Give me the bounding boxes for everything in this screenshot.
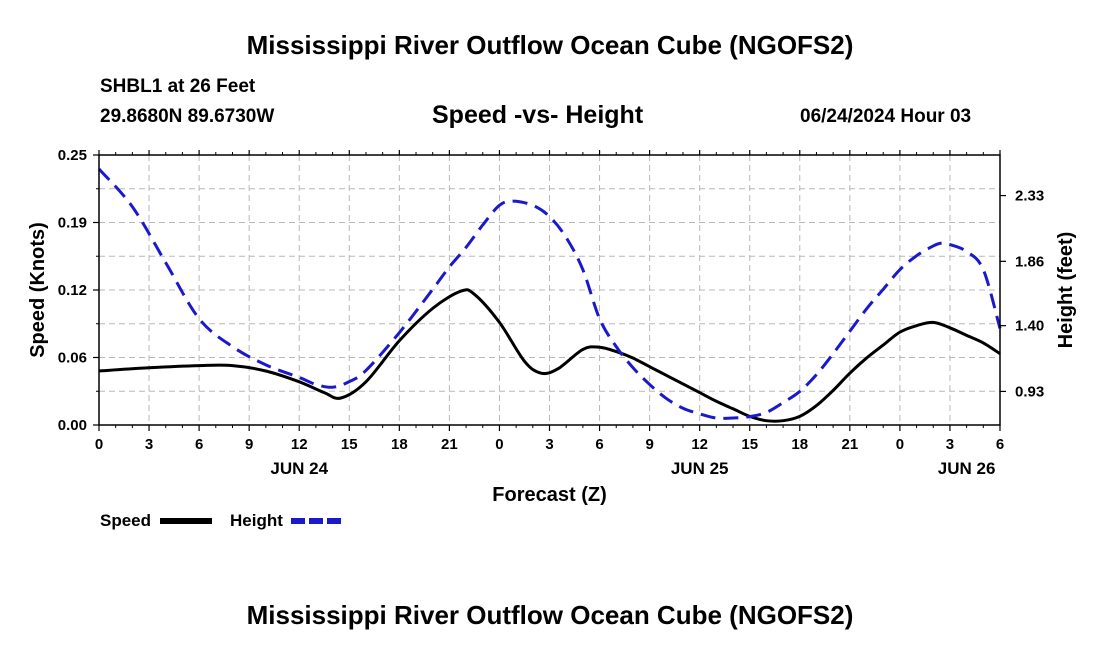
y-axis-title: Speed (Knots) bbox=[27, 222, 49, 358]
y-right-tick-label: 1.86 bbox=[1015, 253, 1044, 270]
x-tick-label: 6 bbox=[595, 436, 603, 453]
x-tick-label: 0 bbox=[896, 436, 904, 453]
x-tick-label: 12 bbox=[291, 436, 308, 453]
date-label: JUN 26 bbox=[938, 459, 996, 478]
x-tick-label: 0 bbox=[495, 436, 503, 453]
x-tick-label: 12 bbox=[691, 436, 708, 453]
y-right-axis-title: Height (feet) bbox=[1055, 232, 1077, 349]
x-tick-label: 3 bbox=[946, 436, 954, 453]
date-label: JUN 25 bbox=[671, 459, 729, 478]
series-lines bbox=[97, 167, 1002, 423]
height-series-line bbox=[97, 167, 1002, 420]
x-tick-label: 21 bbox=[841, 436, 858, 453]
y-right-tick-label: 2.33 bbox=[1015, 188, 1044, 205]
x-tick-label: 18 bbox=[791, 436, 808, 453]
x-tick-label: 6 bbox=[996, 436, 1004, 453]
x-tick-label: 9 bbox=[645, 436, 653, 453]
x-tick-label: 0 bbox=[95, 436, 103, 453]
speed-series-line bbox=[98, 288, 1001, 423]
y-tick-label: 0.25 bbox=[58, 147, 87, 164]
chart-title: Mississippi River Outflow Ocean Cube (NG… bbox=[246, 30, 854, 60]
x-tick-label: 21 bbox=[441, 436, 458, 453]
bottom-chart-title: Mississippi River Outflow Ocean Cube (NG… bbox=[246, 600, 854, 630]
coordinates-label: 29.8680N 89.6730W bbox=[100, 106, 275, 127]
y-right-tick-label: 1.40 bbox=[1015, 318, 1044, 335]
legend: Speed Height bbox=[100, 511, 343, 530]
y-tick-label: 0.19 bbox=[58, 215, 87, 232]
x-tick-label: 15 bbox=[341, 436, 358, 453]
station-label: SHBL1 at 26 Feet bbox=[100, 76, 256, 97]
x-tick-label: 3 bbox=[145, 436, 153, 453]
legend-speed-label: Speed bbox=[100, 511, 151, 530]
grid-lines bbox=[99, 155, 1000, 425]
y-tick-label: 0.00 bbox=[58, 417, 87, 434]
axis-labels: 0 3 6 9 12 15 18 21 0 3 6 9 12 15 18 21 0 3 6 0.00 0.06 0.12 0… bbox=[27, 147, 1077, 506]
x-axis-title: Forecast (Z) bbox=[492, 484, 606, 506]
y-tick-label: 0.12 bbox=[58, 282, 87, 299]
chart-subtitle: Speed -vs- Height bbox=[432, 101, 644, 129]
y-tick-label: 0.06 bbox=[58, 350, 87, 367]
x-tick-label: 15 bbox=[741, 436, 758, 453]
x-tick-label: 3 bbox=[545, 436, 553, 453]
x-tick-label: 9 bbox=[245, 436, 253, 453]
y-right-tick-label: 0.93 bbox=[1015, 383, 1044, 400]
x-tick-label: 18 bbox=[391, 436, 408, 453]
legend-height-label: Height bbox=[230, 511, 283, 530]
axis-ticks bbox=[93, 150, 1006, 431]
speed-height-chart: 0 3 6 9 12 15 18 21 0 3 6 9 12 15 18 21 0 3 6 0.00 0.06 0.12 0… bbox=[27, 147, 1077, 530]
x-tick-label: 6 bbox=[195, 436, 203, 453]
date-label: JUN 24 bbox=[270, 459, 328, 478]
forecast-date: 06/24/2024 Hour 03 bbox=[800, 106, 972, 127]
